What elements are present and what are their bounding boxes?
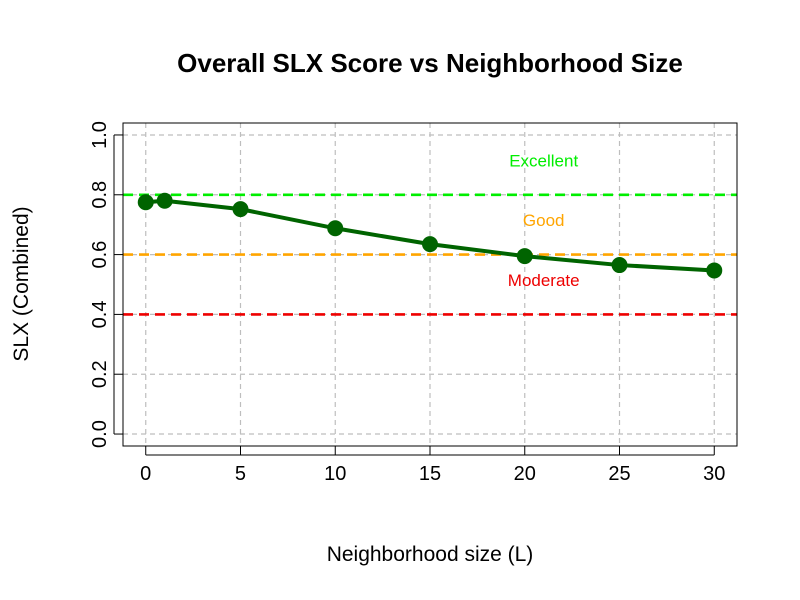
data-point	[137, 194, 154, 211]
y-tick-label: 1.0	[89, 121, 111, 149]
series	[137, 192, 723, 279]
data-point	[327, 220, 344, 237]
band-label: Moderate	[508, 271, 580, 290]
y-axis-title: SLX (Combined)	[10, 206, 33, 361]
y-tick-label: 0.6	[89, 241, 111, 269]
chart-title: Overall SLX Score vs Neighborhood Size	[177, 48, 683, 78]
y-tick-label: 0.4	[89, 301, 111, 329]
data-point	[156, 192, 173, 209]
data-point	[516, 248, 533, 265]
band-label: Excellent	[509, 151, 578, 170]
y-tick-label: 0.0	[89, 420, 111, 448]
x-tick-label: 15	[419, 463, 441, 485]
data-point	[232, 201, 249, 218]
x-tick-label: 30	[703, 463, 725, 485]
plot-frame	[122, 122, 738, 447]
annotations: Excellent Good Moderate	[508, 151, 580, 290]
x-tick-label: 20	[514, 463, 536, 485]
x-axis-title: Neighborhood size (L)	[327, 543, 534, 566]
reference-lines	[123, 193, 737, 316]
x-tick-label: 10	[324, 463, 346, 485]
x-tick-label: 0	[140, 463, 151, 485]
data-point	[422, 236, 438, 253]
x-tick-label: 25	[608, 463, 630, 485]
data-point	[706, 262, 723, 279]
axes: 0 5 10 15 20 25 30 0.0 0.2 0.4 0.6 0.8 1.0	[89, 121, 725, 485]
y-tick-label: 0.2	[89, 360, 111, 388]
y-tick-label: 0.8	[89, 181, 111, 209]
series-line	[145, 198, 715, 273]
x-tick-label: 5	[235, 463, 246, 485]
grid	[123, 123, 737, 446]
band-label: Good	[523, 211, 565, 230]
data-point	[611, 257, 628, 274]
